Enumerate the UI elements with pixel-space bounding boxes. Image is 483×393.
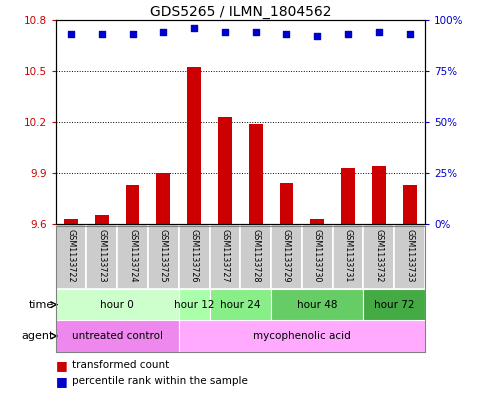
Bar	[56, 289, 179, 320]
Bar	[271, 224, 302, 289]
Text: GSM1133722: GSM1133722	[67, 229, 75, 283]
Text: GSM1133731: GSM1133731	[343, 229, 353, 283]
Bar	[280, 183, 293, 224]
Bar	[372, 166, 386, 224]
Bar	[117, 224, 148, 289]
Bar	[126, 185, 140, 224]
Text: GSM1133726: GSM1133726	[190, 229, 199, 283]
Point	[159, 29, 167, 35]
Bar	[249, 123, 263, 224]
Bar	[179, 224, 210, 289]
Text: untreated control: untreated control	[71, 331, 163, 341]
Text: GSM1133733: GSM1133733	[405, 229, 414, 283]
Bar	[64, 219, 78, 224]
Bar	[156, 173, 170, 224]
Text: GSM1133730: GSM1133730	[313, 229, 322, 283]
Text: agent: agent	[21, 331, 54, 341]
Point	[283, 31, 290, 37]
Point	[190, 25, 198, 31]
Text: hour 12: hour 12	[174, 299, 214, 310]
Bar	[403, 185, 416, 224]
Text: GSM1133725: GSM1133725	[159, 229, 168, 283]
Text: GSM1133724: GSM1133724	[128, 229, 137, 283]
Bar	[187, 67, 201, 224]
Bar	[148, 224, 179, 289]
Text: hour 72: hour 72	[374, 299, 414, 310]
Bar	[333, 224, 364, 289]
Bar	[210, 289, 271, 320]
Bar	[311, 219, 324, 224]
Point	[221, 29, 229, 35]
Text: hour 48: hour 48	[297, 299, 338, 310]
Bar	[364, 289, 425, 320]
Bar	[56, 224, 86, 289]
Text: ■: ■	[56, 359, 67, 372]
Text: GSM1133732: GSM1133732	[374, 229, 384, 283]
Text: GSM1133727: GSM1133727	[220, 229, 229, 283]
Bar	[86, 224, 117, 289]
Text: ■: ■	[56, 375, 67, 388]
Point	[98, 31, 106, 37]
Bar	[218, 117, 232, 224]
Text: percentile rank within the sample: percentile rank within the sample	[72, 376, 248, 386]
Text: time: time	[28, 299, 54, 310]
Point	[67, 31, 75, 37]
Bar	[341, 168, 355, 224]
Point	[406, 31, 413, 37]
Text: mycophenolic acid: mycophenolic acid	[253, 331, 351, 341]
Point	[252, 29, 259, 35]
Text: hour 0: hour 0	[100, 299, 134, 310]
Bar	[240, 224, 271, 289]
Point	[313, 33, 321, 39]
Point	[344, 31, 352, 37]
Bar	[210, 224, 240, 289]
Point	[128, 31, 136, 37]
Title: GDS5265 / ILMN_1804562: GDS5265 / ILMN_1804562	[150, 5, 331, 18]
Bar	[179, 320, 425, 352]
Bar	[56, 320, 179, 352]
Bar	[394, 224, 425, 289]
Text: hour 24: hour 24	[220, 299, 260, 310]
Text: transformed count: transformed count	[72, 360, 170, 371]
Bar	[271, 289, 364, 320]
Bar	[364, 224, 394, 289]
Bar	[179, 289, 210, 320]
Bar	[302, 224, 333, 289]
Bar	[95, 215, 109, 224]
Text: GSM1133723: GSM1133723	[97, 229, 106, 283]
Point	[375, 29, 383, 35]
Text: GSM1133728: GSM1133728	[251, 229, 260, 283]
Text: GSM1133729: GSM1133729	[282, 229, 291, 283]
